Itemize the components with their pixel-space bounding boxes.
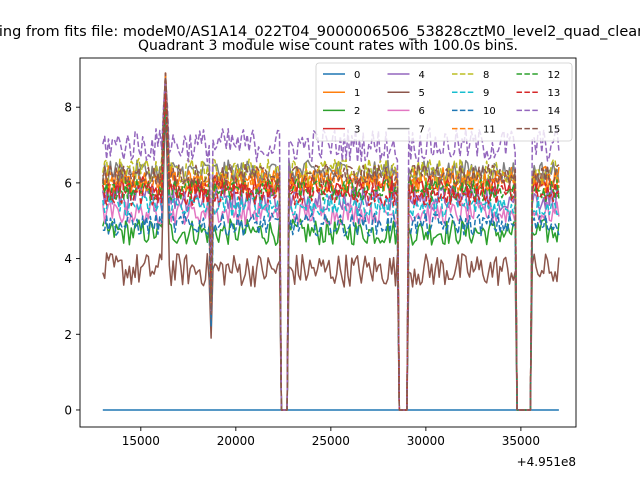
x-tick-label: 25000 [312,434,350,448]
series-line-13 [102,92,560,411]
legend-label-13: 13 [548,88,561,99]
x-tick-label: 30000 [407,434,445,448]
x-axis-offset-label: +4.951e8 [517,455,576,469]
legend-label-9: 9 [483,88,489,99]
y-tick-label: 4 [64,252,72,266]
series-line-9 [102,94,559,411]
legend-label-15: 15 [548,124,561,135]
figure-suptitle: Plotting from fits file: modeM0/AS1A14_0… [0,24,640,40]
chart-title: Quadrant 3 module wise count rates with … [138,38,518,54]
x-tick-label: 15000 [122,434,160,448]
series-line-7 [102,72,560,411]
legend-label-11: 11 [483,124,496,135]
legend-label-4: 4 [419,70,425,81]
series-layer [102,72,560,411]
y-tick-label: 8 [64,101,72,115]
x-tick-label: 35000 [502,434,540,448]
series-line-14 [102,78,560,411]
series-line-2 [102,85,560,411]
legend-box [315,62,573,142]
y-tick-label: 2 [64,328,72,342]
legend-label-0: 0 [354,70,360,81]
legend-label-10: 10 [483,106,496,117]
x-tick-label: 20000 [217,434,255,448]
y-tick-label: 6 [64,176,72,190]
legend-label-1: 1 [354,88,360,99]
legend-label-12: 12 [548,70,561,81]
series-line-10 [102,85,560,411]
legend-label-3: 3 [354,124,360,135]
legend-label-14: 14 [548,106,561,117]
legend-label-7: 7 [419,124,425,135]
legend-label-2: 2 [354,106,360,117]
legend-label-6: 6 [419,106,425,117]
legend-label-8: 8 [483,70,489,81]
axes-frame [79,57,577,428]
series-line-5 [102,105,560,411]
legend-label-5: 5 [419,88,425,99]
series-line-15 [102,72,560,411]
axis-ticks: 15000 20000 25000 30000 35000 0 2 4 6 8 [64,101,540,448]
y-tick-label: 0 [64,403,72,417]
